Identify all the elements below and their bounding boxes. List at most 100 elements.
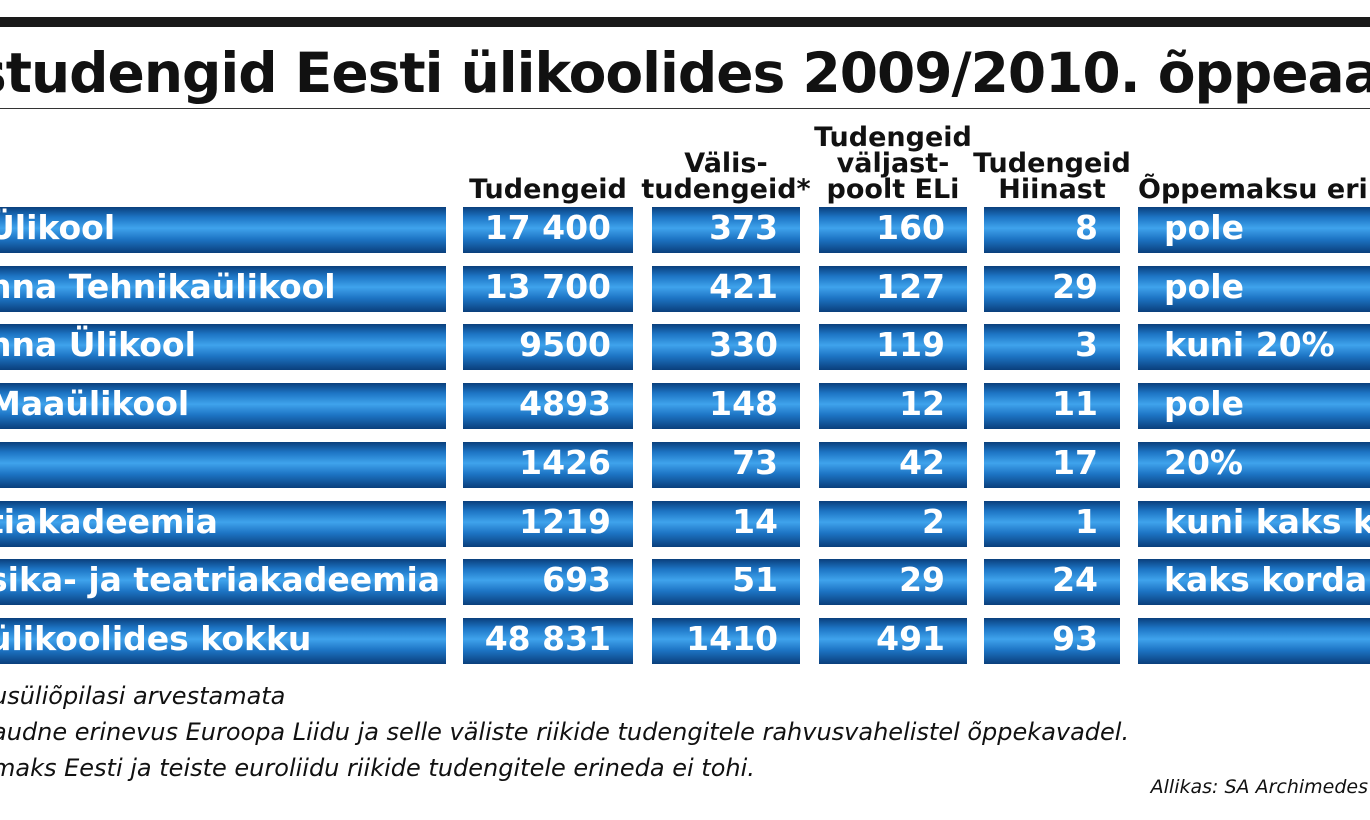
cell-value: 17 400 xyxy=(484,208,611,247)
cell-tuition-difference: pole xyxy=(1138,383,1370,429)
cell-school: Maaülikool xyxy=(0,383,446,429)
cell-foreign-students: 421 xyxy=(652,266,800,312)
cell-value: 8 xyxy=(1075,208,1098,247)
column-header-students: Tudengeid xyxy=(469,174,627,205)
footnote-1: usüliõpilasi arvestamata xyxy=(0,682,286,710)
cell-school xyxy=(0,442,446,488)
title-rule xyxy=(0,108,1370,109)
cell-tuition-difference xyxy=(1138,618,1370,664)
column-header-foreign-students: Välis- tudengeid* xyxy=(641,148,811,205)
cell-value: 20% xyxy=(1164,443,1243,482)
cell-value: 11 xyxy=(1052,384,1098,423)
cell-value: 9500 xyxy=(519,325,611,364)
cell-school: nna Tehnikaülikool xyxy=(0,266,446,312)
cell-foreign-students: 14 xyxy=(652,501,800,547)
cell-students: 48 831 xyxy=(463,618,633,664)
cell-value: 2 xyxy=(922,502,945,541)
cell-school: ülikoolides kokku xyxy=(0,618,446,664)
cell-value: 148 xyxy=(709,384,778,423)
cell-foreign-students: 330 xyxy=(652,324,800,370)
cell-value: 73 xyxy=(732,443,778,482)
cell-tuition-difference: kuni 20% xyxy=(1138,324,1370,370)
cell-china-students: 24 xyxy=(984,559,1120,605)
cell-value: sika- ja teatriakadeemia xyxy=(0,560,441,599)
cell-non-eu-students: 119 xyxy=(819,324,967,370)
cell-non-eu-students: 491 xyxy=(819,618,967,664)
cell-tuition-difference: 20% xyxy=(1138,442,1370,488)
cell-china-students: 3 xyxy=(984,324,1120,370)
column-header-china-students: Tudengeid Hiinast xyxy=(973,148,1131,205)
cell-value: 693 xyxy=(542,560,611,599)
cell-value: pole xyxy=(1164,267,1244,306)
cell-school: sika- ja teatriakadeemia xyxy=(0,559,446,605)
cell-china-students: 1 xyxy=(984,501,1120,547)
chart-title: studengid Eesti ülikoolides 2009/2010. õ… xyxy=(0,41,1370,105)
column-header-tuition-difference: Õppemaksu erin xyxy=(1138,174,1370,205)
cell-value: 48 831 xyxy=(484,619,611,658)
cell-non-eu-students: 160 xyxy=(819,207,967,253)
cell-foreign-students: 51 xyxy=(652,559,800,605)
cell-china-students: 17 xyxy=(984,442,1120,488)
cell-value: kuni kaks k xyxy=(1164,502,1370,541)
cell-value: 491 xyxy=(876,619,945,658)
cell-school: Ülikool xyxy=(0,207,446,253)
cell-value: 17 xyxy=(1052,443,1098,482)
cell-value: 3 xyxy=(1075,325,1098,364)
cell-students: 1426 xyxy=(463,442,633,488)
cell-value: 42 xyxy=(899,443,945,482)
cell-value: 160 xyxy=(876,208,945,247)
cell-value: nna Tehnikaülikool xyxy=(0,267,336,306)
cell-value: 24 xyxy=(1052,560,1098,599)
cell-tuition-difference: kuni kaks k xyxy=(1138,501,1370,547)
cell-value: pole xyxy=(1164,208,1244,247)
cell-students: 9500 xyxy=(463,324,633,370)
cell-foreign-students: 373 xyxy=(652,207,800,253)
cell-china-students: 93 xyxy=(984,618,1120,664)
cell-value: Maaülikool xyxy=(0,384,190,423)
cell-value: tiakadeemia xyxy=(0,502,218,541)
cell-tuition-difference: pole xyxy=(1138,207,1370,253)
cell-value: 1219 xyxy=(519,502,611,541)
cell-school: nna Ülikool xyxy=(0,324,446,370)
cell-value: kaks korda xyxy=(1164,560,1368,599)
footnote-2: audne erinevus Euroopa Liidu ja selle vä… xyxy=(0,718,1130,746)
cell-value: 421 xyxy=(709,267,778,306)
cell-value: 93 xyxy=(1052,619,1098,658)
cell-value: 1 xyxy=(1075,502,1098,541)
cell-value: 14 xyxy=(732,502,778,541)
cell-value: 12 xyxy=(899,384,945,423)
cell-value: 4893 xyxy=(519,384,611,423)
cell-non-eu-students: 12 xyxy=(819,383,967,429)
cell-foreign-students: 1410 xyxy=(652,618,800,664)
cell-school: tiakadeemia xyxy=(0,501,446,547)
cell-non-eu-students: 29 xyxy=(819,559,967,605)
cell-value: kuni 20% xyxy=(1164,325,1335,364)
cell-non-eu-students: 2 xyxy=(819,501,967,547)
source-credit: Allikas: SA Archimedes xyxy=(1150,776,1368,798)
cell-value: 127 xyxy=(876,267,945,306)
cell-non-eu-students: 42 xyxy=(819,442,967,488)
cell-students: 13 700 xyxy=(463,266,633,312)
cell-value: 13 700 xyxy=(484,267,611,306)
cell-non-eu-students: 127 xyxy=(819,266,967,312)
column-header-non-eu-students: Tudengeid väljast- poolt ELi xyxy=(814,122,972,205)
cell-value: 1426 xyxy=(519,443,611,482)
cell-value: nna Ülikool xyxy=(0,325,196,364)
cell-value: 119 xyxy=(876,325,945,364)
top-bar xyxy=(0,17,1370,27)
cell-value: 330 xyxy=(709,325,778,364)
cell-china-students: 11 xyxy=(984,383,1120,429)
cell-china-students: 8 xyxy=(984,207,1120,253)
cell-value: 1410 xyxy=(686,619,778,658)
cell-china-students: 29 xyxy=(984,266,1120,312)
footnote-3: maks Eesti ja teiste euroliidu riikide t… xyxy=(0,754,755,782)
cell-value: 51 xyxy=(732,560,778,599)
cell-value: ülikoolides kokku xyxy=(0,619,312,658)
cell-value: 29 xyxy=(899,560,945,599)
cell-value: 373 xyxy=(709,208,778,247)
cell-foreign-students: 148 xyxy=(652,383,800,429)
cell-students: 17 400 xyxy=(463,207,633,253)
cell-foreign-students: 73 xyxy=(652,442,800,488)
cell-tuition-difference: pole xyxy=(1138,266,1370,312)
cell-value: 29 xyxy=(1052,267,1098,306)
